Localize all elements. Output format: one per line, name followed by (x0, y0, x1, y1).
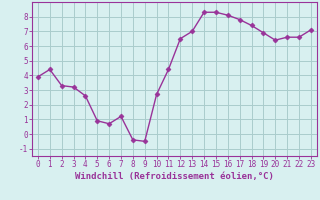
X-axis label: Windchill (Refroidissement éolien,°C): Windchill (Refroidissement éolien,°C) (75, 172, 274, 181)
